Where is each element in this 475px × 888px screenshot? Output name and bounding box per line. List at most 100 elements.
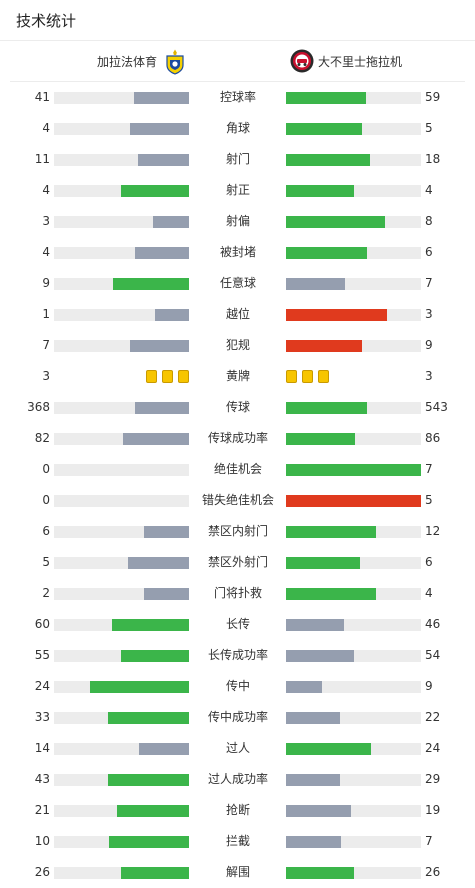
- home-stat-value: 5: [42, 555, 50, 569]
- away-stat-bar: [286, 526, 421, 538]
- stat-row: 26 解围 26: [0, 857, 475, 888]
- home-stat-bar-fill: [144, 526, 189, 538]
- stat-row: 4 被封堵 6: [0, 237, 475, 268]
- stat-label: 犯规: [225, 338, 250, 352]
- stat-row: 41 控球率 59: [0, 82, 475, 113]
- away-stat-value: 6: [425, 555, 433, 569]
- yellow-card-icon: [178, 370, 189, 383]
- away-stat-bar-fill: [286, 278, 345, 290]
- stat-row: 1 越位 3: [0, 299, 475, 330]
- stat-label: 射门: [225, 152, 250, 166]
- home-stat-bar: [54, 557, 189, 569]
- home-team-name: 加拉法体育: [96, 54, 157, 69]
- away-stat-bar-fill: [286, 154, 370, 166]
- stat-label: 黄牌: [225, 369, 250, 383]
- home-stat-bar-fill: [130, 123, 189, 135]
- away-stat-value: 26: [425, 865, 441, 879]
- stat-row: 14 过人 24: [0, 733, 475, 764]
- stat-row: 60 长传 46: [0, 609, 475, 640]
- stat-row: 3 黄牌 3: [0, 361, 475, 392]
- stat-label: 抢断: [225, 803, 250, 817]
- away-stat-bar-fill: [286, 588, 376, 600]
- away-stat-value: 59: [425, 90, 441, 104]
- stats-header: 技术统计: [0, 0, 475, 41]
- home-stat-bar-fill: [109, 836, 189, 848]
- home-stat-value: 7: [42, 338, 50, 352]
- home-stat-value: 60: [34, 617, 50, 631]
- away-team-name: 大不里士拖拉机: [318, 54, 403, 69]
- stat-row: 33 传中成功率 22: [0, 702, 475, 733]
- home-stat-bar-fill: [121, 185, 189, 197]
- away-stat-bar-fill: [286, 712, 340, 724]
- away-stat-value: 54: [425, 648, 441, 662]
- home-stat-bar: [54, 526, 189, 538]
- home-stat-value: 24: [34, 679, 50, 693]
- home-stat-bar-fill: [130, 340, 189, 352]
- home-stat-bar-fill: [144, 588, 189, 600]
- home-stat-bar: [54, 402, 189, 414]
- away-stat-bar: [286, 774, 421, 786]
- home-stat-value: 2: [42, 586, 50, 600]
- home-stat-value: 368: [27, 400, 50, 414]
- home-stat-value: 3: [42, 369, 50, 383]
- stat-row: 3 射偏 8: [0, 206, 475, 237]
- home-stat-bar-fill: [138, 154, 189, 166]
- away-stat-bar: [286, 340, 421, 352]
- stat-label: 传中: [225, 679, 250, 693]
- home-stat-value: 43: [34, 772, 50, 786]
- home-stat-bar: [54, 464, 189, 476]
- away-stat-bar-fill: [286, 805, 351, 817]
- home-stat-value: 33: [34, 710, 50, 724]
- stat-row: 55 长传成功率 54: [0, 640, 475, 671]
- stat-label: 绝佳机会: [213, 462, 262, 476]
- away-stat-bar: [286, 588, 421, 600]
- stat-label: 过人: [225, 741, 250, 755]
- home-stat-bar: [54, 185, 189, 197]
- away-stat-bar: [286, 464, 421, 476]
- away-stat-bar: [286, 650, 421, 662]
- stat-row: 9 任意球 7: [0, 268, 475, 299]
- away-stat-value: 3: [425, 369, 433, 383]
- home-stat-bar: [54, 278, 189, 290]
- home-stat-value: 0: [42, 462, 50, 476]
- away-stat-value: 19: [425, 803, 441, 817]
- stat-row: 24 传中 9: [0, 671, 475, 702]
- away-stat-value: 8: [425, 214, 433, 228]
- teams-header: 加拉法体育 大不里士拖拉机: [10, 41, 465, 82]
- home-stat-value: 14: [34, 741, 50, 755]
- home-stat-bar-fill: [128, 557, 189, 569]
- home-stat-bar: [54, 681, 189, 693]
- stat-row: 4 射正 4: [0, 175, 475, 206]
- away-stat-bar-fill: [286, 557, 360, 569]
- home-stat-value: 11: [34, 152, 50, 166]
- away-stat-bar-fill: [286, 92, 366, 104]
- away-stat-value: 7: [425, 834, 433, 848]
- home-stat-bar-fill: [139, 743, 189, 755]
- away-stat-bar: [286, 216, 421, 228]
- away-stat-bar: [286, 185, 421, 197]
- away-stat-bar-fill: [286, 247, 367, 259]
- away-stat-value: 46: [425, 617, 441, 631]
- home-stat-bar-fill: [121, 867, 189, 879]
- home-stat-bar-fill: [155, 309, 189, 321]
- stat-label: 长传成功率: [207, 648, 268, 662]
- home-stat-bar: [54, 309, 189, 321]
- home-stat-bar: [54, 154, 189, 166]
- away-team[interactable]: 大不里士拖拉机: [290, 47, 402, 75]
- stat-label: 射偏: [225, 214, 250, 228]
- home-stat-value: 4: [42, 121, 50, 135]
- home-team[interactable]: 加拉法体育: [97, 47, 187, 75]
- away-stat-value: 29: [425, 772, 441, 786]
- stat-label: 被封堵: [219, 245, 256, 259]
- home-stat-bar-fill: [108, 712, 189, 724]
- home-stat-bar: [54, 650, 189, 662]
- home-stat-bar: [54, 123, 189, 135]
- stat-label: 传中成功率: [207, 710, 268, 724]
- stat-label: 解围: [225, 865, 250, 879]
- away-stat-value: 18: [425, 152, 441, 166]
- away-stat-value: 543: [425, 400, 448, 414]
- page-title: 技术统计: [16, 12, 77, 30]
- away-stat-value: 7: [425, 276, 433, 290]
- home-stat-bar-fill: [134, 92, 189, 104]
- home-stat-bar-fill: [112, 619, 189, 631]
